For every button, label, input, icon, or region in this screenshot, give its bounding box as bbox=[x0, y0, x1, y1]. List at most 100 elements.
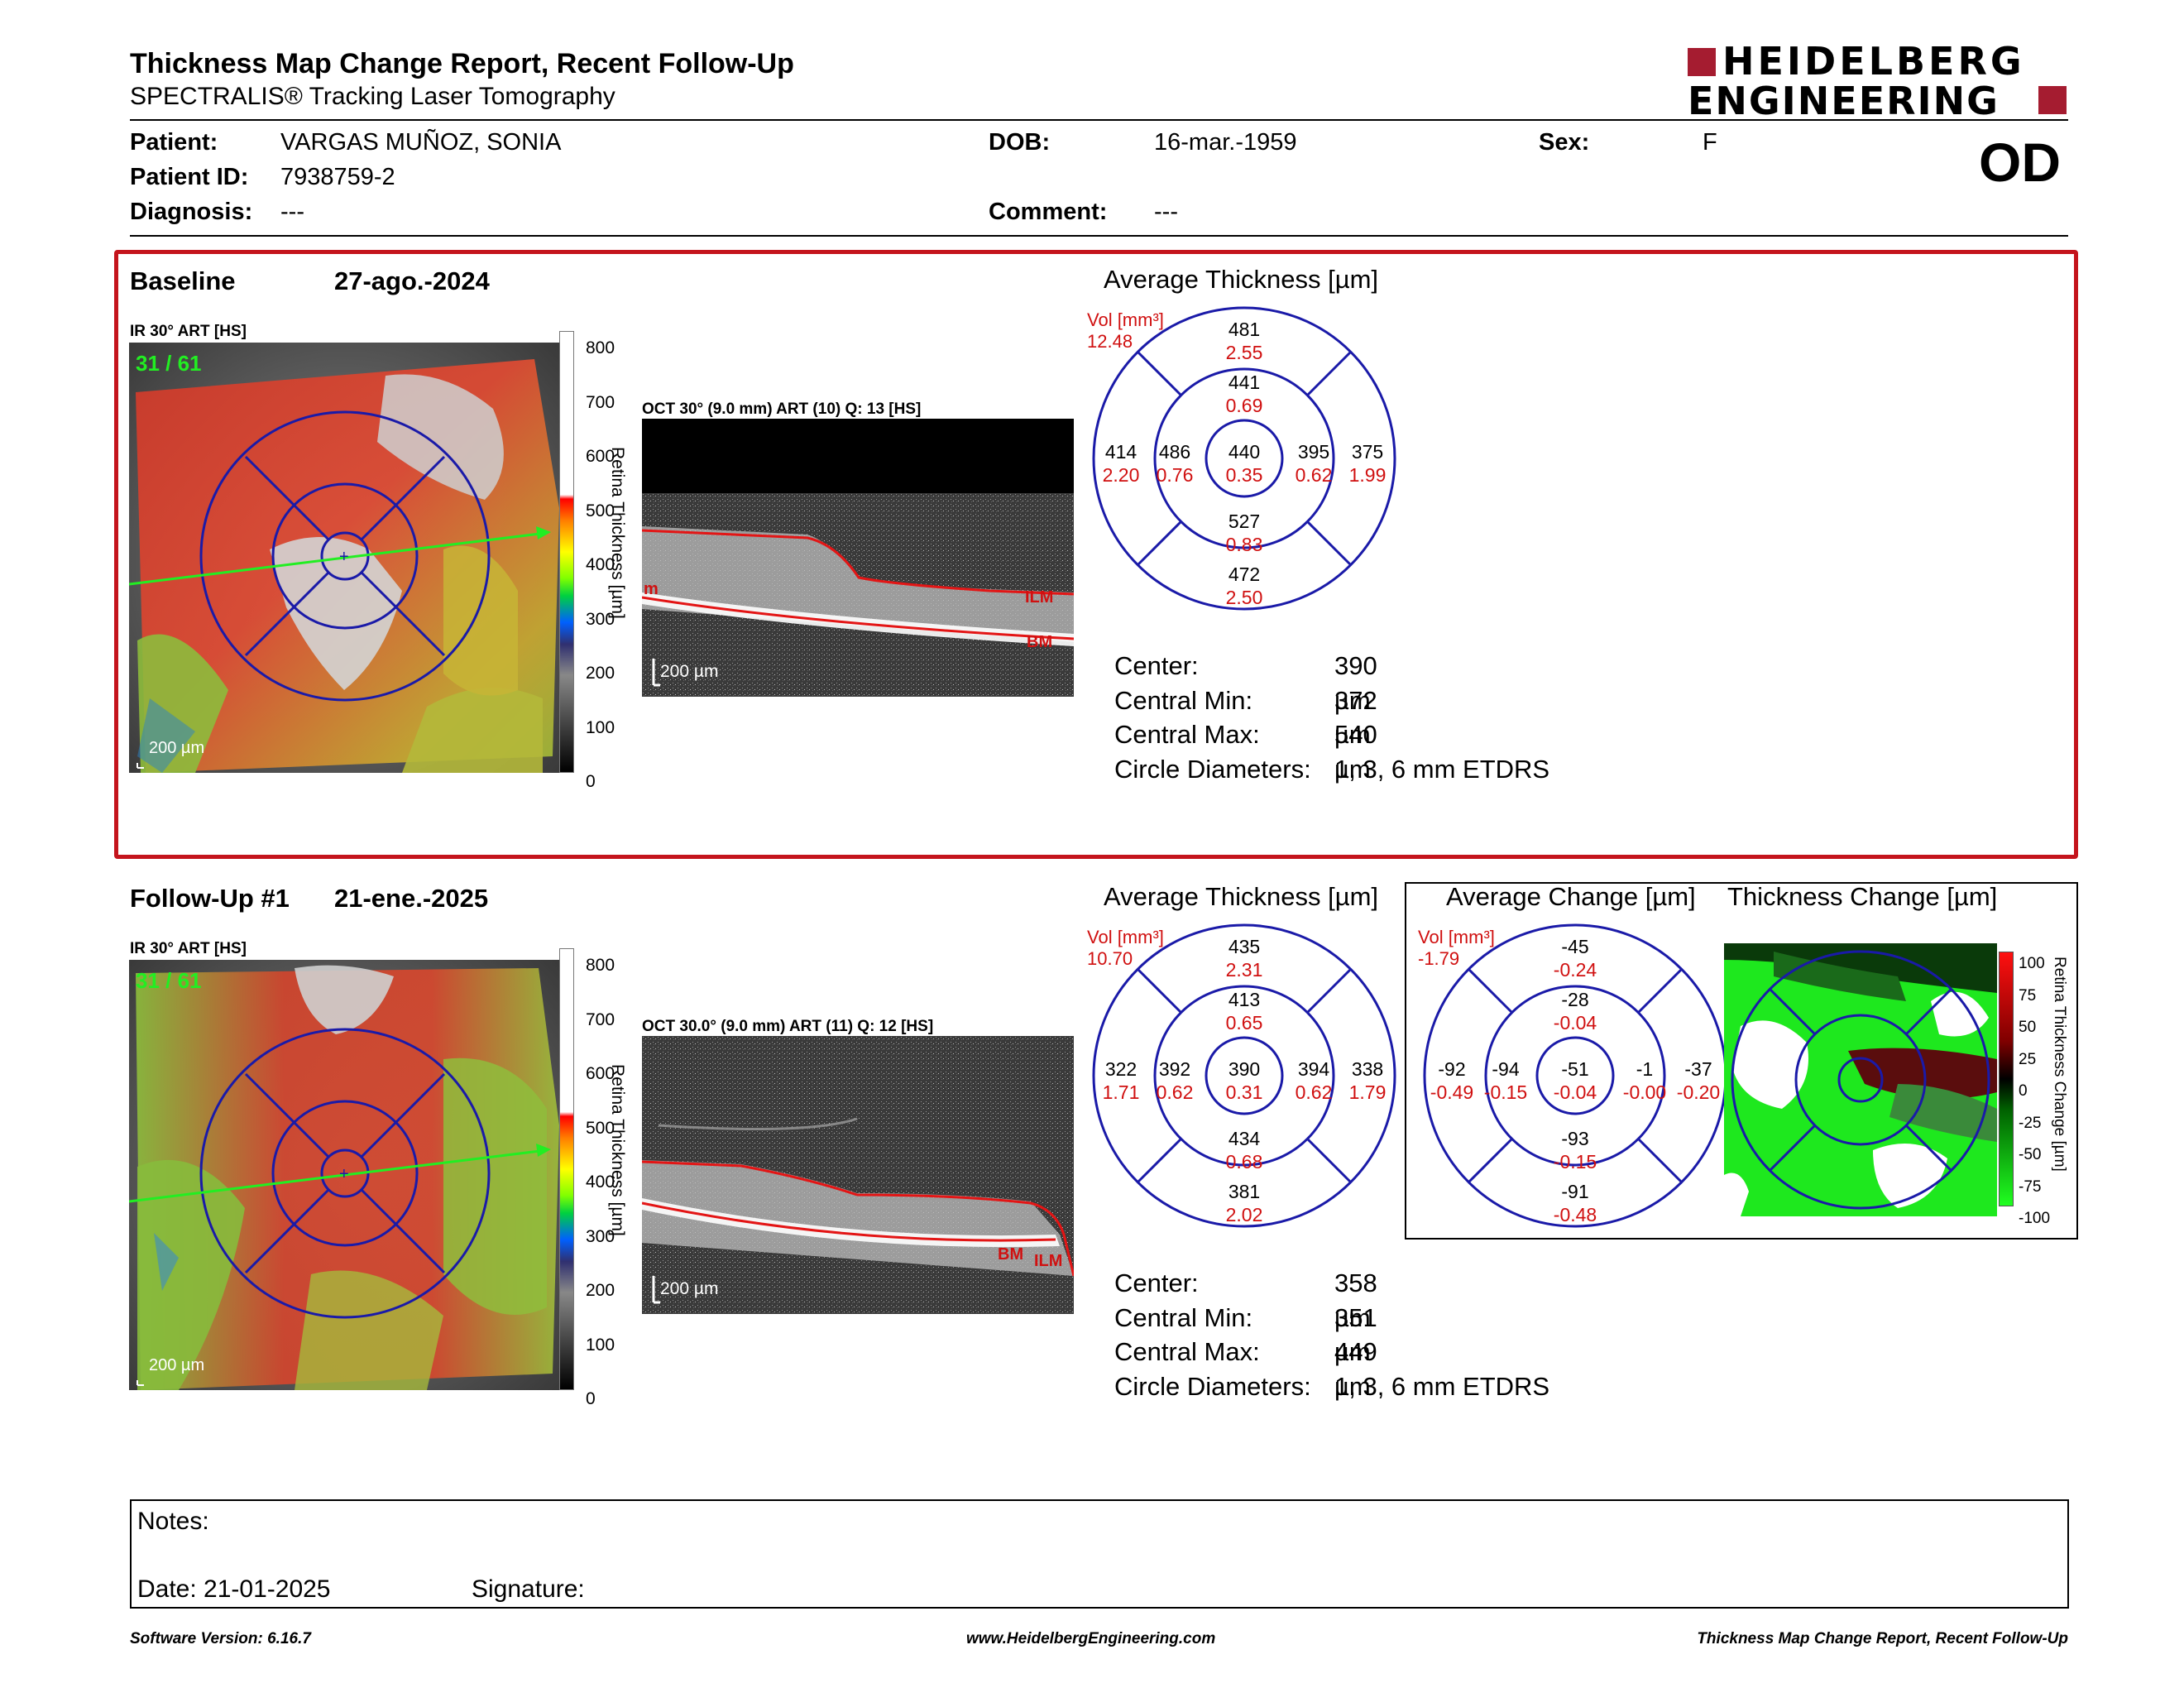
thickness-change-colorbar: 100 75 50 25 0 -25 -50 -75 -100 Retina Thickness… bbox=[1999, 952, 2073, 1227]
svg-text:2.02: 2.02 bbox=[1226, 1204, 1263, 1225]
svg-text:0.62: 0.62 bbox=[1296, 1081, 1333, 1103]
svg-text:0.31: 0.31 bbox=[1226, 1081, 1263, 1103]
svg-text:390: 390 bbox=[1228, 1058, 1260, 1080]
svg-text:472: 472 bbox=[1228, 563, 1260, 585]
followup-ir-label: IR 30° ART [HS] bbox=[130, 940, 247, 957]
sex-value: F bbox=[1703, 129, 1717, 156]
svg-text:0.62: 0.62 bbox=[1157, 1081, 1194, 1103]
svg-text:Vol [mm³]: Vol [mm³] bbox=[1087, 927, 1164, 947]
svg-text:31 / 61: 31 / 61 bbox=[136, 968, 202, 993]
svg-text:BM: BM bbox=[1027, 633, 1052, 651]
notes-box[interactable] bbox=[130, 1499, 2069, 1609]
svg-text:200 µm: 200 µm bbox=[660, 662, 718, 681]
svg-text:-94: -94 bbox=[1492, 1058, 1519, 1080]
svg-text:527: 527 bbox=[1228, 511, 1260, 532]
svg-text:392: 392 bbox=[1159, 1058, 1190, 1080]
patient-label: Patient: bbox=[130, 129, 218, 156]
svg-text:-51: -51 bbox=[1561, 1058, 1588, 1080]
svg-text:-0.20: -0.20 bbox=[1677, 1081, 1720, 1103]
svg-text:0.35: 0.35 bbox=[1226, 464, 1263, 486]
footer-report-name: Thickness Map Change Report, Recent Foll… bbox=[1697, 1630, 2068, 1647]
svg-text:395: 395 bbox=[1298, 441, 1329, 463]
report-title: Thickness Map Change Report, Recent Foll… bbox=[130, 48, 794, 79]
baseline-etdrs-grid: + bbox=[129, 410, 551, 702]
svg-text:-37: -37 bbox=[1684, 1058, 1712, 1080]
patient-id-label: Patient ID: bbox=[130, 164, 249, 190]
website-link[interactable]: www.HeidelbergEngineering.com bbox=[966, 1630, 1216, 1647]
eye-indicator: OD bbox=[1979, 132, 2061, 193]
notes-date: Date: 21-01-2025 bbox=[137, 1575, 331, 1603]
svg-text:-0.24: -0.24 bbox=[1554, 959, 1597, 981]
svg-text:381: 381 bbox=[1228, 1181, 1260, 1202]
svg-text:-91: -91 bbox=[1561, 1181, 1588, 1202]
svg-text:0.62: 0.62 bbox=[1296, 464, 1333, 486]
svg-text:394: 394 bbox=[1298, 1058, 1330, 1080]
baseline-thickness-map: 31 / 61 200 µm + bbox=[129, 343, 559, 773]
followup-oct-scan: BM ILM 200 µm bbox=[641, 1036, 1075, 1314]
notes-label: Notes: bbox=[137, 1508, 209, 1535]
baseline-stats: Center: 390 µm Central Min: 372 µm Central… bbox=[1114, 651, 1550, 784]
thickness-change-title: Thickness Change [µm] bbox=[1727, 882, 1998, 911]
svg-text:375: 375 bbox=[1352, 441, 1383, 463]
svg-text:-1.79: -1.79 bbox=[1418, 948, 1459, 969]
svg-text:0.68: 0.68 bbox=[1226, 1151, 1263, 1172]
baseline-oct-label: OCT 30° (9.0 mm) ART (10) Q: 13 [HS] bbox=[642, 400, 922, 418]
svg-text:ILM: ILM bbox=[1034, 1252, 1062, 1270]
svg-text:-45: -45 bbox=[1561, 936, 1588, 957]
report-subtitle: SPECTRALIS® Tracking Laser Tomography bbox=[130, 83, 615, 110]
svg-text:2.50: 2.50 bbox=[1226, 587, 1263, 608]
svg-text:-93: -93 bbox=[1561, 1128, 1588, 1149]
svg-text:0.83: 0.83 bbox=[1226, 534, 1263, 555]
patient-id: 7938759-2 bbox=[280, 164, 395, 190]
svg-text:414: 414 bbox=[1105, 441, 1138, 463]
change-etdrs-values: Vol [mm³] -1.79 -45-0.24 -28 -0.04 -51 -0.… bbox=[1418, 923, 1727, 1228]
svg-text:200 µm: 200 µm bbox=[149, 739, 204, 757]
followup-oct-label: OCT 30.0° (9.0 mm) ART (11) Q: 12 [HS] bbox=[642, 1018, 934, 1035]
svg-text:Vol [mm³]: Vol [mm³] bbox=[1418, 927, 1495, 947]
heidelberg-logo: HEIDELBERG ENGINEERING bbox=[1688, 41, 2068, 121]
signature-label: Signature: bbox=[472, 1575, 585, 1603]
svg-text:2.55: 2.55 bbox=[1226, 342, 1263, 363]
svg-text:200 µm: 200 µm bbox=[149, 1356, 204, 1374]
software-version: Software Version: 6.16.7 bbox=[130, 1630, 311, 1647]
baseline-avg-title: Average Thickness [µm] bbox=[1104, 265, 1379, 294]
followup-date: 21-ene.-2025 bbox=[334, 884, 489, 913]
baseline-oct-scan: ILM BM m 200 µm bbox=[641, 419, 1075, 697]
svg-text:486: 486 bbox=[1159, 441, 1190, 463]
svg-text:1.79: 1.79 bbox=[1349, 1081, 1387, 1103]
svg-text:434: 434 bbox=[1228, 1128, 1261, 1149]
svg-text:0.65: 0.65 bbox=[1226, 1012, 1263, 1033]
svg-text:481: 481 bbox=[1228, 319, 1260, 340]
svg-text:200 µm: 200 µm bbox=[660, 1279, 718, 1298]
svg-text:2.31: 2.31 bbox=[1226, 959, 1263, 981]
baseline-date: 27-ago.-2024 bbox=[334, 266, 490, 295]
baseline-colorbar: 800 700 600 500 400 300 200 100 0 Retina Thickne… bbox=[559, 331, 650, 791]
svg-text:-28: -28 bbox=[1561, 989, 1588, 1010]
svg-text:-0.48: -0.48 bbox=[1554, 1204, 1597, 1225]
patient-name: VARGAS MUÑOZ, SONIA bbox=[280, 129, 562, 156]
sex-label: Sex: bbox=[1539, 129, 1590, 156]
svg-text:413: 413 bbox=[1228, 989, 1260, 1010]
followup-thickness-map: 31 / 61 200 µm + bbox=[129, 960, 559, 1390]
svg-text:-0.00: -0.00 bbox=[1623, 1081, 1666, 1103]
svg-text:-0.04: -0.04 bbox=[1554, 1081, 1597, 1103]
svg-text:31 / 61: 31 / 61 bbox=[136, 351, 202, 376]
followup-label: Follow-Up #1 bbox=[130, 884, 290, 913]
svg-text:441: 441 bbox=[1228, 372, 1260, 393]
svg-text:2.20: 2.20 bbox=[1103, 464, 1140, 486]
svg-text:+: + bbox=[339, 548, 349, 566]
dob-label: DOB: bbox=[989, 129, 1051, 156]
change-title: Average Change [µm] bbox=[1446, 882, 1696, 911]
svg-text:-1: -1 bbox=[1636, 1058, 1653, 1080]
svg-text:0.76: 0.76 bbox=[1157, 464, 1194, 486]
svg-text:BM: BM bbox=[998, 1245, 1023, 1264]
dob-value: 16-mar.-1959 bbox=[1154, 129, 1297, 156]
followup-avg-title: Average Thickness [µm] bbox=[1104, 882, 1379, 911]
baseline-ir-label: IR 30° ART [HS] bbox=[130, 323, 247, 340]
svg-text:-0.15: -0.15 bbox=[1554, 1151, 1597, 1172]
comment-label: Comment: bbox=[989, 199, 1108, 225]
svg-text:12.48: 12.48 bbox=[1087, 331, 1133, 352]
followup-colorbar: 800 700 600 500 400 300 200 100 0 Retina Thickne… bbox=[559, 948, 650, 1408]
diagnosis-label: Diagnosis: bbox=[130, 199, 253, 225]
